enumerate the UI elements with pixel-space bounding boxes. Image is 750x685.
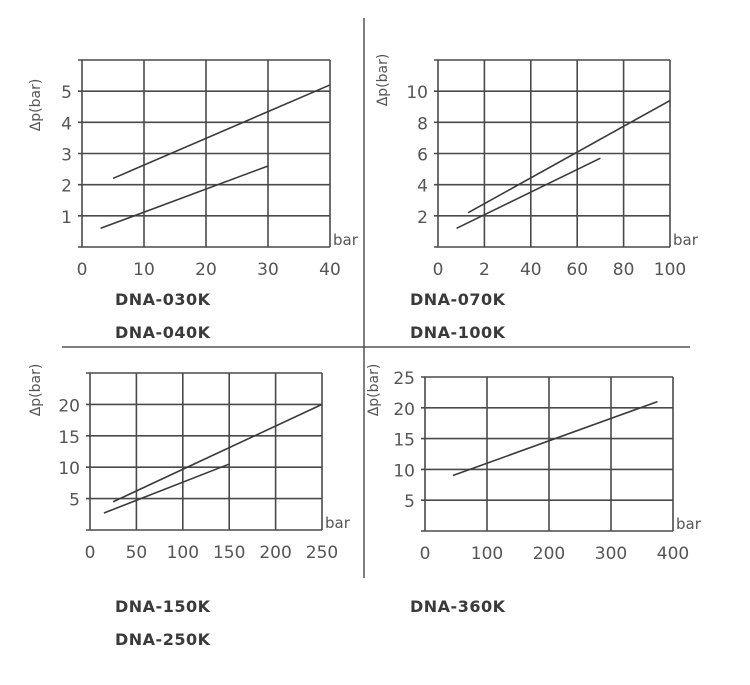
x-tick-label: 30 (257, 260, 279, 280)
y-axis-label: Δp(bar) (366, 364, 382, 417)
y-axis-label: Δp(bar) (28, 364, 44, 417)
x-tick-label: 200 (259, 543, 291, 563)
x-tick-label: 250 (306, 543, 338, 563)
y-tick-label: 10 (393, 461, 415, 481)
series-line-lower (100, 165, 269, 230)
x-tick-label: 0 (420, 544, 431, 564)
model-label: DNA-150K (115, 597, 211, 616)
y-tick-label: 15 (58, 428, 80, 448)
x-axis-label: bar (676, 515, 702, 533)
y-tick-label: 1 (61, 208, 72, 228)
x-tick-label: 0 (85, 543, 96, 563)
y-tick-label: 20 (58, 396, 80, 416)
x-axis-label: bar (333, 231, 359, 249)
x-tick-label: 10 (133, 260, 155, 280)
x-axis-label: bar (325, 514, 351, 532)
model-label: DNA-100K (410, 323, 506, 342)
y-tick-label: 4 (61, 114, 72, 134)
x-tick-label: 0 (433, 260, 444, 280)
series-line-lower (103, 463, 230, 514)
model-label: DNA-250K (115, 630, 211, 649)
y-tick-label: 2 (61, 177, 72, 197)
y-tick-label: 5 (61, 83, 72, 103)
y-tick-label: 15 (393, 431, 415, 451)
y-tick-label: 2 (417, 208, 428, 228)
x-tick-label: 100 (167, 543, 199, 563)
y-tick-label: 8 (417, 114, 428, 134)
y-tick-label: 6 (417, 146, 428, 166)
x-tick-label: 20 (195, 260, 217, 280)
series-line-main (452, 400, 658, 477)
x-tick-label: 100 (471, 544, 503, 564)
y-tick-label: 10 (406, 83, 428, 103)
y-tick-label: 25 (393, 369, 415, 389)
x-tick-label: 0 (77, 260, 88, 280)
y-tick-label: 4 (417, 177, 428, 197)
model-label: DNA-360K (410, 597, 506, 616)
x-tick-label: 80 (613, 260, 635, 280)
model-label: DNA-040K (115, 323, 211, 342)
x-tick-label: 400 (657, 544, 689, 564)
y-tick-label: 10 (58, 459, 80, 479)
x-axis-label: bar (673, 231, 699, 249)
x-tick-label: 300 (595, 544, 627, 564)
series-line-upper (112, 403, 323, 503)
y-tick-label: 5 (404, 492, 415, 512)
x-tick-label: 60 (566, 260, 588, 280)
y-tick-label: 5 (69, 491, 80, 511)
series-line-upper (112, 84, 331, 180)
y-axis-label: Δp(bar) (375, 54, 391, 107)
y-tick-label: 20 (393, 400, 415, 420)
x-tick-label: 40 (319, 260, 341, 280)
x-tick-label: 50 (126, 543, 148, 563)
x-tick-label: 150 (213, 543, 245, 563)
series-line-lower (456, 157, 601, 230)
x-tick-label: 2 (479, 260, 490, 280)
model-label: DNA-070K (410, 290, 506, 309)
series-line-upper (467, 99, 671, 214)
y-tick-label: 3 (61, 146, 72, 166)
model-label: DNA-030K (115, 290, 211, 309)
y-axis-label: Δp(bar) (28, 79, 44, 132)
x-tick-label: 40 (520, 260, 542, 280)
x-tick-label: 100 (654, 260, 686, 280)
x-tick-label: 200 (533, 544, 565, 564)
